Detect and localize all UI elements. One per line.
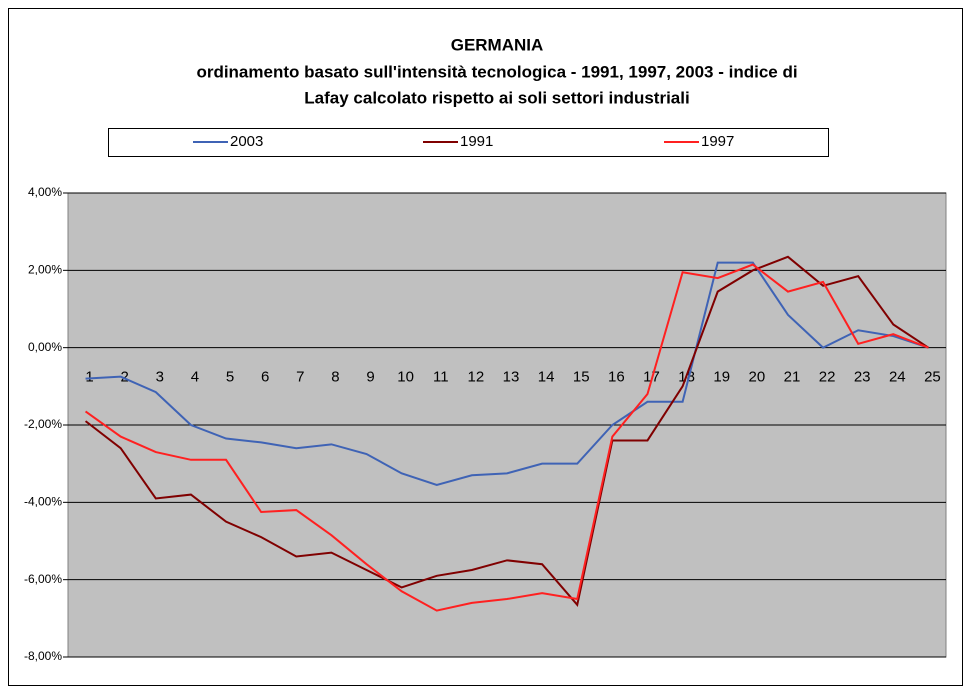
y-tick-label: -4,00% xyxy=(24,495,62,509)
x-tick-label: 4 xyxy=(191,369,199,386)
x-tick-label: 9 xyxy=(366,369,374,386)
x-tick-label: 8 xyxy=(331,369,339,386)
y-tick-label: -6,00% xyxy=(24,572,62,586)
chart-subtitle: ordinamento basato sull'intensità tecnol… xyxy=(196,62,797,81)
series-line xyxy=(85,261,929,486)
x-tick-label: 21 xyxy=(784,369,801,386)
x-tick-label: 7 xyxy=(296,369,304,386)
x-tick-label: 24 xyxy=(889,369,906,386)
x-tick-label: 20 xyxy=(748,369,765,386)
x-tick-label: 13 xyxy=(503,369,520,386)
chart-subtitle: Lafay calcolato rispetto ai soli settori… xyxy=(304,88,689,107)
x-tick-label: 1 xyxy=(85,369,93,386)
x-tick-label: 19 xyxy=(713,369,730,386)
x-tick-label: 6 xyxy=(261,369,269,386)
legend xyxy=(108,128,829,157)
x-tick-label: 14 xyxy=(538,369,555,386)
y-tick-label: 2,00% xyxy=(28,263,62,277)
x-tick-label: 10 xyxy=(397,369,414,386)
y-tick-label: 0,00% xyxy=(28,340,62,354)
x-tick-label: 16 xyxy=(608,369,625,386)
y-tick-label: -8,00% xyxy=(24,649,62,663)
x-tick-label: 2 xyxy=(121,369,129,386)
x-tick-label: 11 xyxy=(433,369,449,386)
legend-label: 1997 xyxy=(701,133,734,150)
y-tick-label: -2,00% xyxy=(24,417,62,431)
x-tick-label: 22 xyxy=(819,369,836,386)
x-tick-label: 12 xyxy=(468,369,485,386)
x-tick-label: 5 xyxy=(226,369,234,386)
x-tick-label: 15 xyxy=(573,369,590,386)
legend-label: 2003 xyxy=(230,133,263,150)
series-line xyxy=(84,263,929,612)
x-tick-label: 3 xyxy=(156,369,164,386)
chart-title: GERMANIA xyxy=(451,35,544,54)
series-line xyxy=(84,255,929,607)
x-tick-label: 25 xyxy=(924,369,941,386)
legend-label: 1991 xyxy=(460,133,493,150)
y-tick-label: 4,00% xyxy=(28,185,62,199)
x-tick-label: 23 xyxy=(854,369,871,386)
